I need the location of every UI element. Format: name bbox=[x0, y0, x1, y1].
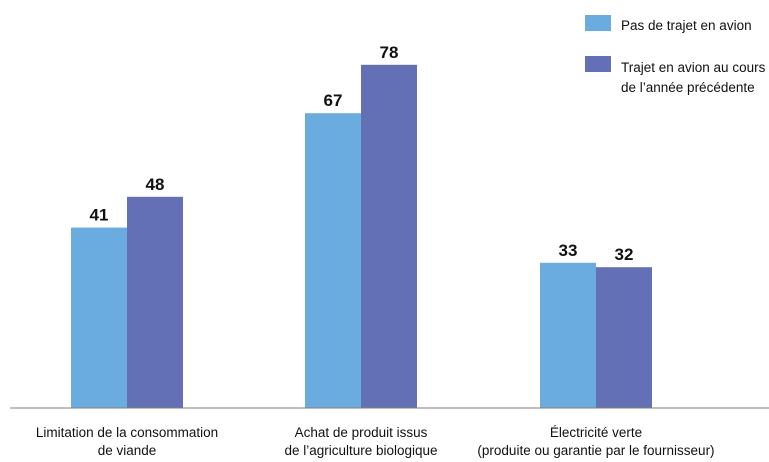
bar-s1-c1 bbox=[361, 64, 417, 409]
legend-swatch-0 bbox=[585, 15, 611, 31]
category-label-1-line-1: de l’agriculture biologique bbox=[284, 443, 437, 458]
value-label-s1-c2: 32 bbox=[615, 245, 634, 264]
category-label-0-line-1: de viande bbox=[98, 443, 157, 458]
value-label-s1-c1: 78 bbox=[380, 43, 399, 62]
legend-label-0-line-0: Pas de trajet en avion bbox=[621, 18, 752, 33]
bar-s0-c0 bbox=[71, 227, 127, 408]
legend-label-1-line-1: de l’année précédente bbox=[621, 80, 755, 95]
value-label-s0-c0: 41 bbox=[90, 206, 109, 225]
legend-label-1-line-0: Trajet en avion au cours bbox=[621, 60, 766, 75]
bars-layer bbox=[71, 64, 652, 409]
bar-s0-c2 bbox=[540, 262, 596, 408]
category-label-2-line-1: (produite ou garantie par le fournisseur… bbox=[477, 443, 714, 458]
category-label-2-line-0: Électricité verte bbox=[550, 425, 642, 440]
bar-s1-c0 bbox=[127, 196, 183, 408]
value-label-s0-c2: 33 bbox=[559, 241, 578, 260]
value-labels-layer: 41 67 33 48 78 32 bbox=[90, 43, 634, 264]
category-labels-layer: Limitation de la consommation de viande Ac… bbox=[36, 425, 715, 458]
value-label-s1-c0: 48 bbox=[146, 175, 165, 194]
value-label-s0-c1: 67 bbox=[324, 91, 343, 110]
category-label-1-line-0: Achat de produit issus bbox=[295, 425, 428, 440]
bar-s0-c1 bbox=[305, 113, 361, 408]
bar-s1-c2 bbox=[596, 267, 652, 408]
legend: Pas de trajet en avion Trajet en avion au… bbox=[585, 15, 766, 95]
category-label-0-line-0: Limitation de la consommation bbox=[36, 425, 218, 440]
legend-swatch-1 bbox=[585, 56, 611, 72]
